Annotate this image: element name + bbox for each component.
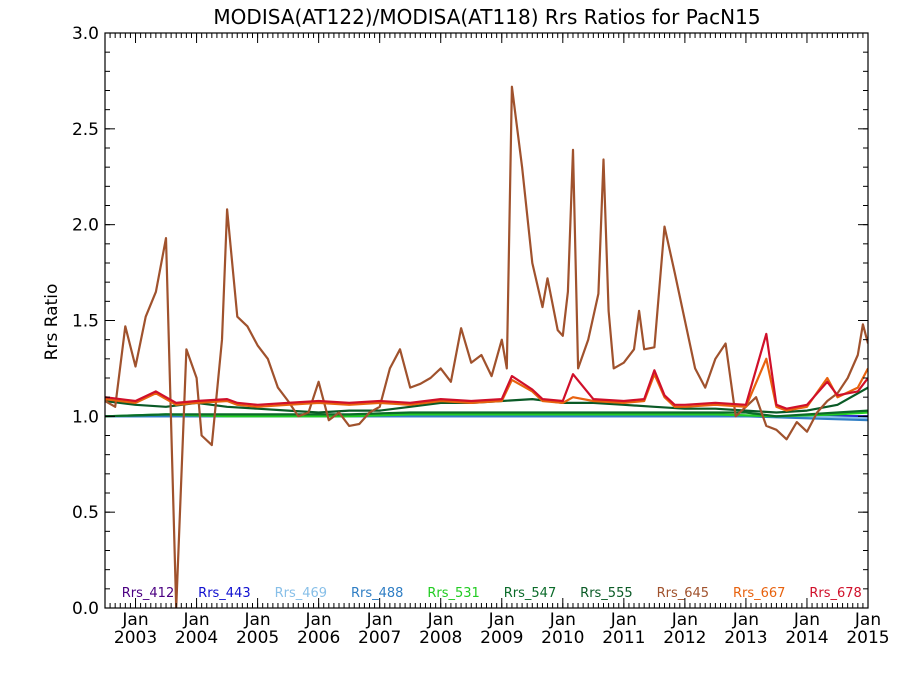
series-line-rrs-645 [105,85,868,608]
y-tick-label: 1.5 [72,312,99,332]
y-tick-label: 2.0 [72,216,99,236]
x-tick-label-year: 2007 [358,628,401,648]
x-tick-label-month: Jan [854,610,881,630]
legend-item-rrs-531: Rrs_531 [427,586,479,601]
series-line-rrs-667 [105,357,868,412]
series-lines [105,85,868,608]
x-tick-label-month: Jan [121,610,148,630]
x-axis: Jan2003Jan2004Jan2005Jan2006Jan2007Jan20… [104,33,890,648]
y-tick-label: 2.5 [72,120,99,140]
x-tick-label-month: Jan [182,610,209,630]
legend-item-rrs-412: Rrs_412 [122,586,174,601]
chart-title: MODISA(AT122)/MODISA(AT118) Rrs Ratios f… [213,5,760,29]
x-tick-label-year: 2015 [846,628,889,648]
legend-item-rrs-555: Rrs_555 [580,586,632,601]
y-tick-label: 0.0 [72,599,99,619]
x-tick-label-year: 2011 [602,628,645,648]
legend-item-rrs-645: Rrs_645 [657,586,709,601]
y-tick-label: 1.0 [72,407,99,427]
x-tick-label-year: 2012 [663,628,706,648]
x-tick-label-month: Jan [305,610,332,630]
x-tick-label-month: Jan [610,610,637,630]
legend-item-rrs-547: Rrs_547 [504,586,556,601]
x-tick-label-year: 2003 [114,628,157,648]
x-tick-label-month: Jan [671,610,698,630]
x-tick-label-month: Jan [243,610,270,630]
y-axis: 0.0 0.5 1.0 1.5 2.0 2.5 3.0 [72,24,868,619]
x-tick-label-year: 2006 [297,628,340,648]
y-tick-label: 3.0 [72,24,99,44]
x-tick-label-year: 2014 [785,628,828,648]
x-tick-label-year: 2009 [480,628,523,648]
x-tick-label-year: 2004 [175,628,218,648]
x-tick-label-month: Jan [732,610,759,630]
legend-item-rrs-443: Rrs_443 [198,586,250,601]
plot-frame [104,32,869,609]
legend: Rrs_412 Rrs_443 Rrs_469 Rrs_488 Rrs_531 Rrs_5… [122,586,862,601]
legend-item-rrs-667: Rrs_667 [733,586,785,601]
x-tick-label-month: Jan [549,610,576,630]
series-line-rrs-547 [105,409,868,418]
x-tick-label-year: 2005 [236,628,279,648]
legend-item-rrs-469: Rrs_469 [275,586,327,601]
x-tick-label-month: Jan [793,610,820,630]
x-tick-label-year: 2013 [724,628,767,648]
x-tick-label-month: Jan [427,610,454,630]
series-line-rrs-678 [105,332,868,410]
legend-item-rrs-488: Rrs_488 [351,586,403,601]
y-axis-label: Rrs Ratio [42,284,62,361]
y-tick-label: 0.5 [72,503,99,523]
legend-item-rrs-678: Rrs_678 [809,586,861,601]
x-tick-label-month: Jan [488,610,515,630]
plot-area [105,85,868,608]
x-tick-label-year: 2008 [419,628,462,648]
x-tick-label-month: Jan [366,610,393,630]
x-tick-label-year: 2010 [541,628,584,648]
